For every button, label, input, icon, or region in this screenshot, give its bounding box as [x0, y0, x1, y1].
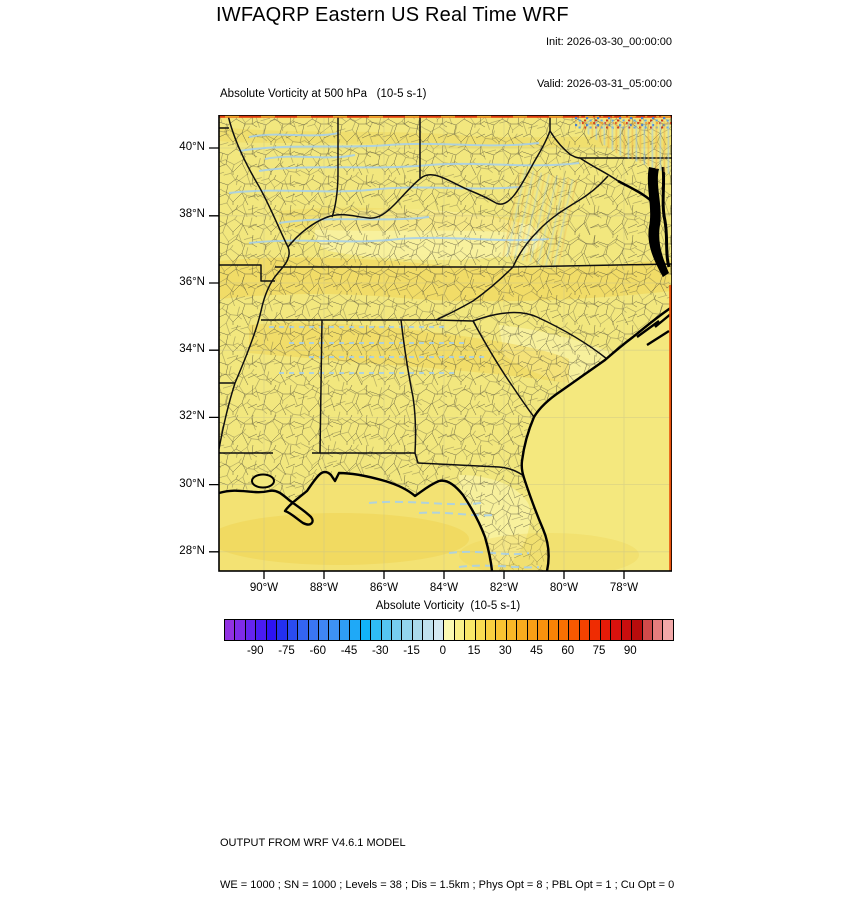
colorbar-tick-label: 0 [439, 645, 446, 657]
colorbar-cell [339, 620, 351, 640]
colorbar-cell [538, 620, 549, 640]
colorbar-cell [329, 620, 340, 640]
lat-axis-label: 38°N [179, 208, 205, 220]
colorbar-cell [371, 620, 382, 640]
colorbar-cell [527, 620, 539, 640]
colorbar-ticks: -90 -75 -60 -45 -30 -15 0 15 30 45 60 75 90 [224, 645, 672, 661]
colorbar-cell [412, 620, 424, 640]
lon-axis-label: 82°W [489, 582, 519, 594]
colorbar-tick-label: 60 [561, 645, 575, 657]
axis-ticks [209, 147, 625, 579]
colorbar-tick-label: -75 [278, 645, 295, 657]
colorbar-cell [402, 620, 413, 640]
colorbar-cell [600, 620, 612, 640]
colorbar-cell [350, 620, 361, 640]
init-timestamp: Init: 2026-03-30_00:00:00 [546, 36, 672, 48]
vorticity-map [209, 115, 672, 579]
colorbar-cell [663, 620, 673, 640]
colorbar-cell [381, 620, 392, 640]
colorbar-tick-label: 90 [623, 645, 637, 657]
colorbar-tick-label: 75 [592, 645, 606, 657]
colorbar-cell [266, 620, 278, 640]
colorbar-cell [632, 620, 643, 640]
lat-axis-label: 32°N [179, 410, 205, 422]
footer-config-line: WE = 1000 ; SN = 1000 ; Levels = 38 ; Di… [220, 879, 675, 891]
blue-streaks [228, 132, 580, 569]
colorbar-cell [517, 620, 528, 640]
coastline [219, 306, 672, 571]
colorbar-cell [423, 620, 434, 640]
page-title: IWFAQRP Eastern US Real Time WRF [216, 4, 569, 26]
colorbar-cell [652, 620, 664, 640]
colorbar-title: Absolute Vorticity (10-5 s-1) [375, 600, 521, 612]
colorbar-cell [287, 620, 299, 640]
map-frame [218, 115, 672, 572]
colorbar-tick-label: 45 [530, 645, 543, 657]
colorbar-cell [235, 620, 246, 640]
colorbar-cell [559, 620, 570, 640]
lon-axis-label: 90°W [249, 582, 279, 594]
lon-axis-label: 88°W [309, 582, 339, 594]
colorbar-tick-label: -45 [340, 645, 358, 657]
colorbar-cell [444, 620, 455, 640]
colorbar-cell [308, 620, 319, 640]
colorbar-tick-label: -30 [371, 645, 389, 657]
lake-pontchartrain [251, 473, 275, 489]
colorbar-cell [392, 620, 403, 640]
colorbar-cell [569, 620, 580, 640]
mountain-wave-ripples [501, 168, 580, 269]
lon-axis-label: 78°W [609, 582, 639, 594]
chesapeake-bay [617, 166, 671, 277]
footer: OUTPUT FROM WRF V4.6.1 MODEL WE = 1000 ;… [220, 808, 674, 906]
colorbar [224, 619, 674, 641]
colorbar-cell [611, 620, 622, 640]
colorbar-cell [245, 620, 257, 640]
lon-axis-label: 84°W [429, 582, 459, 594]
colorbar-cell [256, 620, 267, 640]
atlantic-ocean [521, 307, 672, 571]
colorbar-cell [579, 620, 591, 640]
plot-subtitle: Absolute Vorticity at 500 hPa (10-5 s-1) [220, 88, 427, 100]
colorbar-cell [454, 620, 466, 640]
colorbar-tick-label: -15 [403, 645, 420, 657]
valid-timestamp: Valid: 2026-03-31_05:00:00 [537, 78, 672, 90]
lat-axis-label: 30°N [179, 478, 205, 490]
colorbar-cell [506, 620, 518, 640]
lat-axis-label: 36°N [179, 276, 205, 288]
right-edge-strip [669, 285, 672, 571]
colorbar-cell [485, 620, 497, 640]
lat-axis-label: 28°N [179, 545, 205, 557]
colorbar-cell [496, 620, 507, 640]
lon-axis-label: 86°W [369, 582, 399, 594]
colorbar-cell [548, 620, 559, 640]
colorbar-cell [465, 620, 476, 640]
map-field [219, 115, 672, 571]
colorbar-cell [475, 620, 486, 640]
colorbar-tick-label: -90 [246, 645, 264, 657]
footer-model-line: OUTPUT FROM WRF V4.6.1 MODEL [220, 837, 406, 849]
run-timestamps: Init: 2026-03-30_00:00:00 Valid: 2026-03… [537, 7, 672, 105]
colorbar-cell [642, 620, 653, 640]
colorbar-tick-label: -60 [309, 645, 327, 657]
colorbar-cell [318, 620, 330, 640]
colorbar-cell [298, 620, 309, 640]
lat-axis-label: 34°N [179, 343, 205, 355]
lon-axis-label: 80°W [549, 582, 579, 594]
colorbar-cell [590, 620, 601, 640]
lat-axis-label: 40°N [179, 141, 205, 153]
colorbar-cell [360, 620, 372, 640]
colorbar-tick-label: 30 [498, 645, 512, 657]
colorbar-cell [225, 620, 236, 640]
colorbar-cell [433, 620, 445, 640]
colorbar-cell [621, 620, 633, 640]
colorbar-tick-label: 15 [467, 645, 481, 657]
colorbar-cell [277, 620, 288, 640]
state-borders [219, 115, 672, 477]
